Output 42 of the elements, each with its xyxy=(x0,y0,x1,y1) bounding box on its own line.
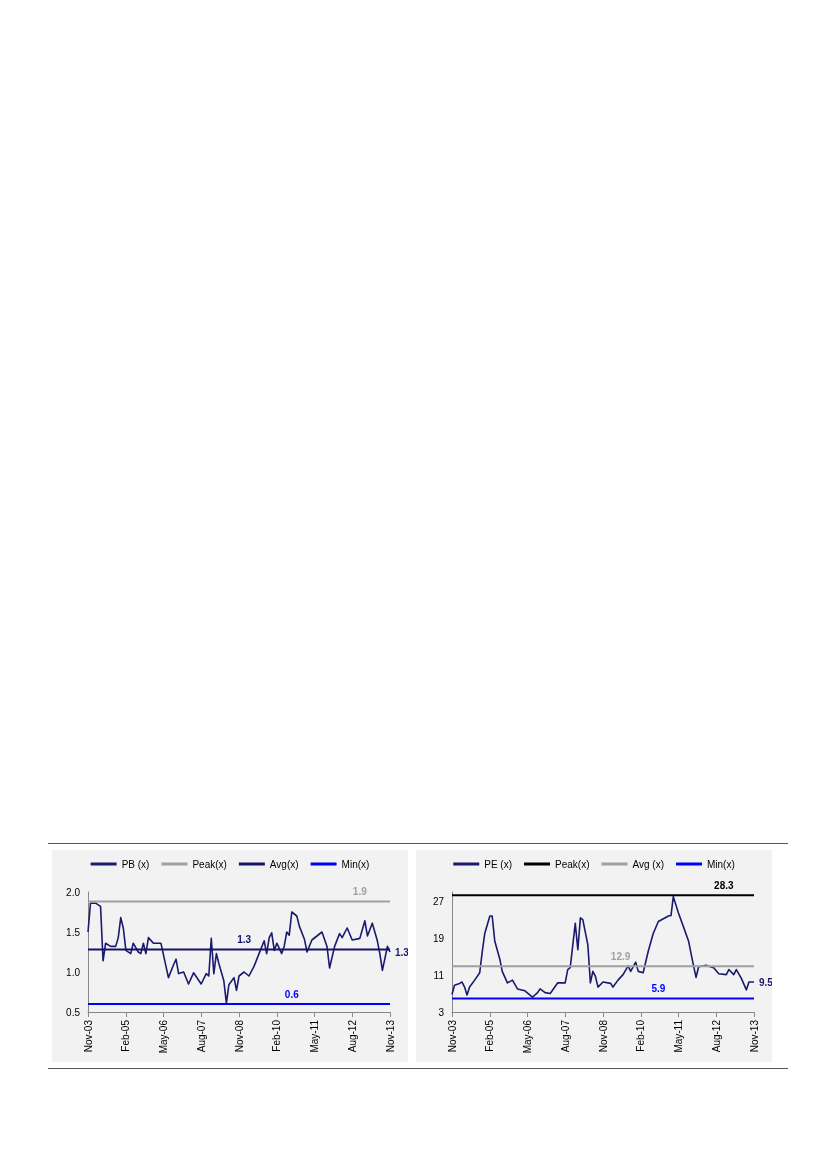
x-tick-label: May-11 xyxy=(308,1019,320,1053)
legend-label: Peak(x) xyxy=(192,858,227,870)
data-label: 9.5 xyxy=(759,976,774,988)
x-tick-label: Feb-05 xyxy=(120,1019,132,1052)
legend-label: Avg(x) xyxy=(269,858,299,870)
y-tick-label: 1.5 xyxy=(66,926,81,938)
x-tick-label: Aug-12 xyxy=(710,1019,722,1053)
legend-label: PB (x) xyxy=(121,858,150,870)
x-tick-label: Nov-03 xyxy=(446,1019,458,1053)
y-tick-label: 11 xyxy=(433,969,445,981)
x-tick-label: May-11 xyxy=(672,1019,684,1053)
x-tick-label: Nov-08 xyxy=(597,1019,609,1053)
data-label: 5.9 xyxy=(651,983,666,995)
x-tick-label: Nov-08 xyxy=(233,1019,245,1053)
y-tick-label: 3 xyxy=(438,1006,445,1018)
x-tick-label: Nov-13 xyxy=(384,1019,396,1053)
data-label: 1.3 xyxy=(237,934,252,946)
legend-label: PE (x) xyxy=(484,858,513,870)
y-tick-label: 2.0 xyxy=(66,886,81,898)
x-tick-label: Feb-10 xyxy=(271,1019,283,1052)
x-tick-label: Feb-10 xyxy=(635,1019,647,1052)
x-tick-label: May-06 xyxy=(521,1019,533,1054)
data-label: 1.3 xyxy=(395,946,410,958)
x-tick-label: May-06 xyxy=(157,1019,169,1054)
x-tick-label: Aug-07 xyxy=(195,1019,207,1053)
x-tick-label: Feb-05 xyxy=(484,1019,496,1052)
legend-label: Min(x) xyxy=(341,858,370,870)
y-tick-label: 27 xyxy=(432,895,445,907)
data-label: 1.9 xyxy=(352,886,368,898)
x-tick-label: Nov-03 xyxy=(82,1019,94,1053)
y-tick-label: 0.5 xyxy=(66,1006,81,1018)
legend-label: Avg (x) xyxy=(632,858,664,870)
data-label: 0.6 xyxy=(284,988,300,1000)
x-tick-label: Aug-07 xyxy=(559,1019,571,1053)
legend-label: Min(x) xyxy=(706,858,735,870)
x-tick-label: Aug-12 xyxy=(346,1019,358,1053)
legend-label: Peak(x) xyxy=(555,858,590,870)
data-label: 12.9 xyxy=(610,950,631,962)
y-tick-label: 1.0 xyxy=(66,966,81,978)
y-tick-label: 19 xyxy=(432,932,445,944)
x-tick-label: Nov-13 xyxy=(748,1019,760,1053)
data-label: 28.3 xyxy=(714,879,734,891)
